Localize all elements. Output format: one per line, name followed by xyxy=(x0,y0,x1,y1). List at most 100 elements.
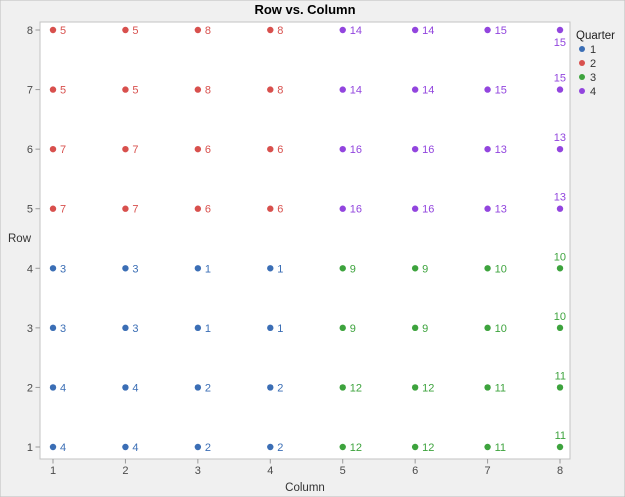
point-label: 3 xyxy=(132,323,138,335)
data-point[interactable] xyxy=(49,265,57,272)
data-point[interactable] xyxy=(49,86,57,93)
point-label: 4 xyxy=(60,442,66,454)
data-point[interactable] xyxy=(484,384,491,391)
data-point[interactable] xyxy=(194,26,202,34)
data-point[interactable] xyxy=(49,324,57,332)
data-point[interactable] xyxy=(484,265,491,272)
x-tick-label: 5 xyxy=(340,465,346,477)
data-point[interactable] xyxy=(267,324,274,332)
legend-marker[interactable] xyxy=(579,88,585,94)
data-point[interactable] xyxy=(556,443,564,451)
point-label: 12 xyxy=(350,442,362,454)
data-point[interactable] xyxy=(194,205,202,212)
point-label: 10 xyxy=(495,323,507,335)
data-point[interactable] xyxy=(194,145,202,153)
data-point[interactable] xyxy=(49,205,57,212)
data-point[interactable] xyxy=(194,384,202,391)
data-point[interactable] xyxy=(49,26,57,34)
point-label: 2 xyxy=(277,382,283,394)
x-tick-label: 4 xyxy=(267,465,273,477)
data-point[interactable] xyxy=(122,86,129,93)
data-point[interactable] xyxy=(267,145,274,153)
data-point[interactable] xyxy=(484,86,491,93)
data-point[interactable] xyxy=(194,443,202,451)
data-point[interactable] xyxy=(484,26,491,34)
data-point[interactable] xyxy=(49,384,57,391)
data-point[interactable] xyxy=(556,26,564,34)
data-point[interactable] xyxy=(556,86,564,93)
plot-area[interactable] xyxy=(39,21,571,460)
data-point[interactable] xyxy=(267,443,274,451)
data-point[interactable] xyxy=(556,324,564,332)
legend-label[interactable]: 1 xyxy=(590,44,596,56)
data-point[interactable] xyxy=(556,265,564,272)
data-point[interactable] xyxy=(484,443,491,451)
data-point[interactable] xyxy=(339,205,346,212)
data-point[interactable] xyxy=(484,145,491,153)
point-label: 12 xyxy=(422,382,434,394)
data-point[interactable] xyxy=(267,26,274,34)
point-label: 16 xyxy=(350,204,362,216)
data-point[interactable] xyxy=(267,384,274,391)
data-point[interactable] xyxy=(267,205,274,212)
point-label: 4 xyxy=(132,382,138,394)
data-point[interactable] xyxy=(484,205,491,212)
legend-marker[interactable] xyxy=(579,60,585,66)
data-point[interactable] xyxy=(411,86,419,93)
point-label: 4 xyxy=(132,442,138,454)
x-tick-label: 6 xyxy=(412,465,418,477)
legend-marker[interactable] xyxy=(579,46,585,52)
data-point[interactable] xyxy=(267,265,274,272)
data-point[interactable] xyxy=(49,443,57,451)
data-point[interactable] xyxy=(411,443,419,451)
data-point[interactable] xyxy=(194,324,202,332)
data-point[interactable] xyxy=(411,145,419,153)
point-label: 16 xyxy=(350,144,362,156)
legend-label[interactable]: 4 xyxy=(590,86,596,98)
point-label: 3 xyxy=(60,323,66,335)
data-point[interactable] xyxy=(339,265,346,272)
point-label: 6 xyxy=(205,144,211,156)
point-label: 9 xyxy=(350,323,356,335)
point-label: 14 xyxy=(422,85,434,97)
data-point[interactable] xyxy=(484,324,491,332)
data-point[interactable] xyxy=(339,145,346,153)
data-point[interactable] xyxy=(194,86,202,93)
y-tick-label: 6 xyxy=(27,144,33,156)
legend-label[interactable]: 3 xyxy=(590,72,596,84)
legend-marker[interactable] xyxy=(579,74,585,80)
data-point[interactable] xyxy=(411,324,419,332)
point-label: 14 xyxy=(350,85,362,97)
data-point[interactable] xyxy=(339,443,346,451)
data-point[interactable] xyxy=(194,265,202,272)
data-point[interactable] xyxy=(339,86,346,93)
legend-title: Quarter xyxy=(576,30,615,42)
data-point[interactable] xyxy=(556,145,564,153)
data-point[interactable] xyxy=(122,324,129,332)
data-point[interactable] xyxy=(122,443,129,451)
data-point[interactable] xyxy=(49,145,57,153)
data-point[interactable] xyxy=(267,86,274,93)
y-tick-label: 4 xyxy=(27,263,33,275)
data-point[interactable] xyxy=(122,145,129,153)
data-point[interactable] xyxy=(556,384,564,391)
data-point[interactable] xyxy=(122,265,129,272)
point-label: 8 xyxy=(205,25,211,37)
data-point[interactable] xyxy=(411,265,419,272)
data-point[interactable] xyxy=(339,26,346,34)
point-label: 7 xyxy=(132,144,138,156)
data-point[interactable] xyxy=(122,205,129,212)
data-point[interactable] xyxy=(411,205,419,212)
data-point[interactable] xyxy=(339,384,346,391)
point-label: 11 xyxy=(555,370,566,382)
data-point[interactable] xyxy=(411,384,419,391)
point-label: 16 xyxy=(422,204,434,216)
data-point[interactable] xyxy=(411,26,419,34)
data-point[interactable] xyxy=(122,26,129,34)
legend-label[interactable]: 2 xyxy=(590,58,596,70)
y-axis-label: Row xyxy=(8,233,32,245)
data-point[interactable] xyxy=(556,205,564,212)
data-point[interactable] xyxy=(339,324,346,332)
data-point[interactable] xyxy=(122,384,129,391)
